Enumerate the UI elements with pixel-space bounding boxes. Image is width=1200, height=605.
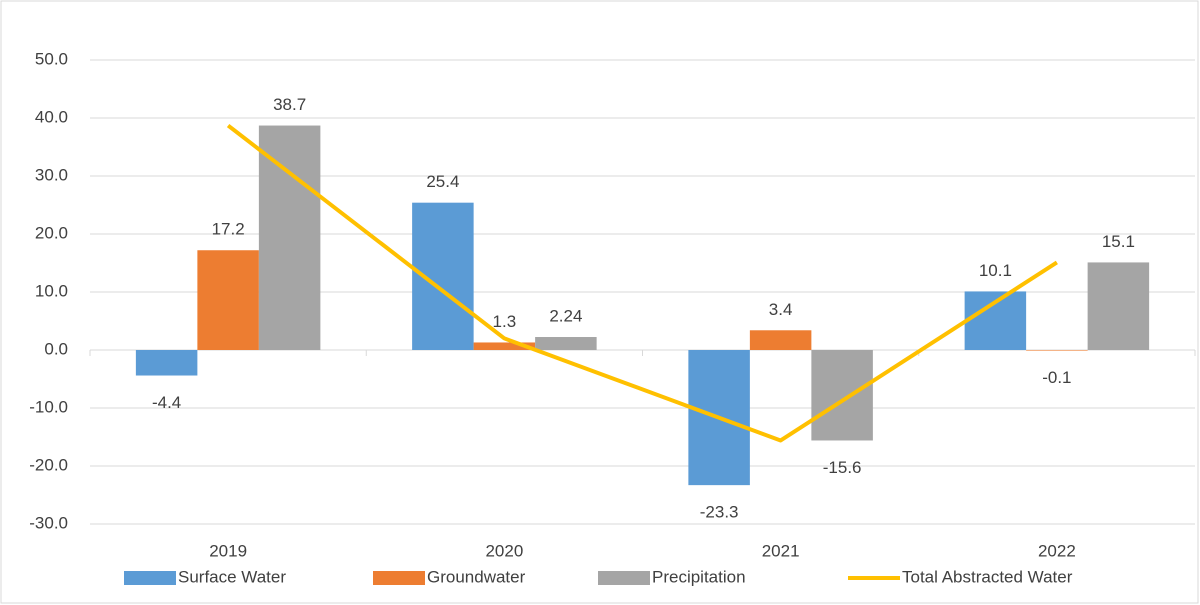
y-tick-label: 50.0 [35,49,68,68]
x-tick-label: 2020 [485,541,523,560]
bar [473,342,536,350]
data-label: -15.6 [823,458,862,477]
legend-label: Surface Water [178,567,286,586]
y-tick-label: 40.0 [35,107,68,126]
y-tick-label: -20.0 [29,455,68,474]
data-label: 38.7 [273,95,306,114]
data-label: -0.1 [1042,368,1071,387]
data-label: -4.4 [152,393,181,412]
bar [258,125,321,350]
bar [197,250,259,350]
y-tick-label: 10.0 [35,281,68,300]
data-label: -23.3 [700,503,739,522]
y-tick-label: -10.0 [29,397,68,416]
y-tick-label: 0.0 [44,339,68,358]
legend-swatch [373,571,425,585]
data-label: 25.4 [426,172,459,191]
y-tick-label: 30.0 [35,165,68,184]
data-label: 3.4 [769,300,793,319]
x-tick-label: 2021 [762,541,800,560]
bar [135,350,198,376]
legend-swatch [124,571,176,585]
y-tick-label: 20.0 [35,223,68,242]
data-label: 15.1 [1102,232,1135,251]
line [226,123,1058,443]
legend-label: Groundwater [427,567,526,586]
bar [1026,350,1088,351]
data-label: 1.3 [493,312,517,331]
legend-swatch [598,571,650,585]
bar [535,337,597,350]
bar [811,350,873,441]
bar [749,330,812,350]
x-tick-label: 2019 [209,541,247,560]
legend-label: Precipitation [652,567,746,586]
data-label: 10.1 [979,261,1012,280]
bar [1087,262,1150,350]
data-label: 17.2 [212,220,245,239]
legend-label: Total Abstracted Water [902,567,1073,586]
data-label: 2.24 [549,306,582,325]
x-tick-label: 2022 [1038,541,1076,560]
y-tick-label: -30.0 [29,513,68,532]
